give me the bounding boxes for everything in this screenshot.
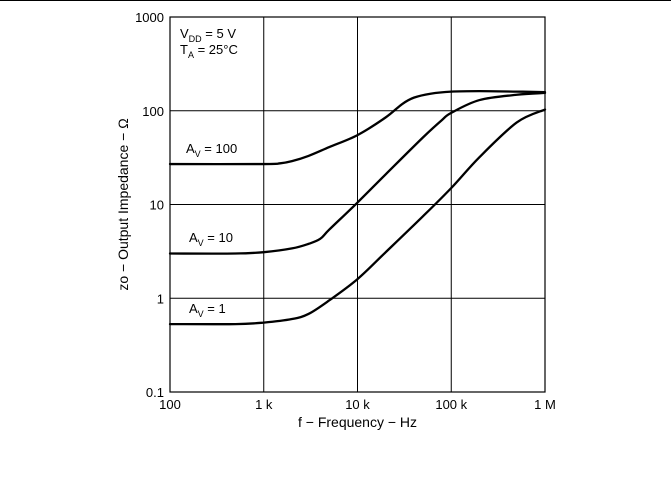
series-label-rest: = 1 — [204, 301, 226, 316]
x-tick-label: 10 k — [345, 397, 370, 412]
x-tick-label: 100 — [159, 397, 181, 412]
condition-sub: A — [188, 50, 194, 60]
series-label-sub: V — [198, 238, 204, 248]
condition-rest: = 25°C — [194, 42, 238, 57]
series-label-sub: V — [195, 149, 201, 159]
series-label-rest: = 10 — [204, 230, 233, 245]
plot-frame — [169, 16, 546, 393]
y-tick-label: 0.1 — [146, 385, 164, 400]
y-axis-label: zo − Output Impedance − Ω — [115, 118, 131, 290]
x-tick-label: 100 k — [435, 397, 467, 412]
x-tick-labels: 100 1 k 10 k 100 k 1 M — [159, 397, 556, 412]
y-tick-label: 10 — [150, 198, 164, 213]
test-conditions: VDD = 5 VTA = 25°C — [180, 26, 238, 60]
x-tick-label: 1 M — [534, 397, 556, 412]
page-top-rule — [0, 0, 671, 1]
series-line — [168, 91, 547, 255]
series-layer — [168, 89, 547, 326]
series-label-main: A — [189, 301, 198, 316]
series-line — [168, 108, 547, 326]
y-tick-label: 100 — [142, 104, 164, 119]
y-tick-label: 1000 — [135, 10, 164, 25]
condition-main: V — [180, 26, 189, 41]
condition-line: TA = 25°C — [180, 42, 238, 60]
condition-main: T — [180, 42, 188, 57]
condition-sub: DD — [189, 34, 202, 44]
y-tick-labels: 0.1 1 10 100 1000 — [135, 10, 164, 400]
series-label-sub: V — [198, 309, 204, 319]
series-label: AV = 10 — [189, 230, 233, 248]
series-label: AV = 100 — [186, 141, 237, 159]
condition-line: VDD = 5 V — [180, 26, 236, 44]
series-line — [168, 89, 547, 166]
series-label-main: A — [186, 141, 195, 156]
series-label-main: A — [189, 230, 198, 245]
x-axis-label: f − Frequency − Hz — [298, 414, 417, 430]
series-label: AV = 1 — [189, 301, 226, 319]
x-tick-label: 1 k — [255, 397, 273, 412]
chart-grid — [169, 16, 546, 393]
y-tick-label: 1 — [157, 291, 164, 306]
series-label-rest: = 100 — [201, 141, 238, 156]
condition-rest: = 5 V — [202, 26, 237, 41]
